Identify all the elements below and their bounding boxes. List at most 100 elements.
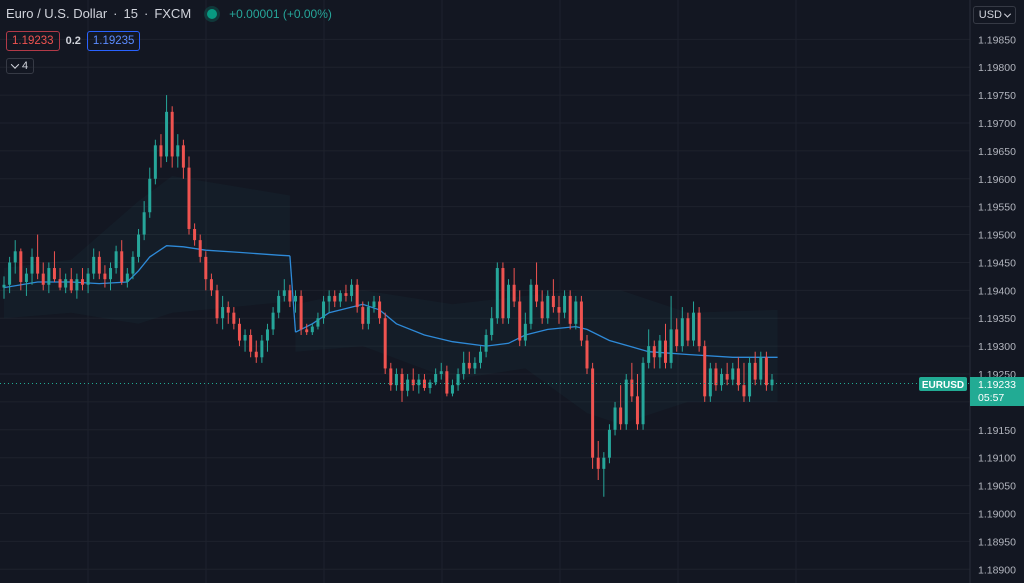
candle [512, 268, 516, 308]
candle [557, 295, 561, 324]
candle [764, 351, 768, 391]
candle [187, 156, 191, 235]
candle-body [137, 234, 141, 257]
candle-body [630, 379, 634, 397]
candle [36, 234, 40, 280]
candle [226, 301, 230, 324]
candle-body [181, 145, 185, 168]
price-tick-label: 1.19450 [978, 257, 1016, 269]
candle-body [193, 228, 197, 241]
candle [333, 290, 337, 308]
candle-body [316, 318, 320, 327]
candle-body [350, 284, 354, 296]
candle-body [114, 251, 118, 269]
candle-body [478, 351, 482, 363]
candle [725, 362, 729, 386]
candle-body [288, 290, 292, 302]
candle [579, 295, 583, 347]
candle [165, 95, 169, 163]
price-tick-label: 1.19350 [978, 313, 1016, 325]
candle-body [97, 256, 101, 274]
buy-price-button[interactable]: 1.19235 [86, 31, 141, 51]
candle [103, 265, 107, 288]
candle-body [450, 385, 454, 394]
interval-label: 15 [123, 6, 138, 21]
chevron-down-icon [10, 60, 20, 69]
candle-body [585, 340, 589, 369]
candle-body [680, 318, 684, 347]
candle-body [159, 145, 163, 157]
candle-body [64, 279, 68, 288]
candle-body [686, 318, 690, 341]
separator-dot: · [143, 6, 149, 21]
candle [495, 262, 499, 324]
candle-body [748, 362, 752, 397]
candle [75, 273, 79, 299]
candle-body [372, 301, 376, 308]
candle [686, 312, 690, 347]
indicators-toggle-button[interactable]: 4 [6, 58, 35, 74]
candle [92, 248, 96, 280]
candle [563, 290, 567, 319]
candle [215, 284, 219, 324]
candle-body [153, 145, 157, 179]
last-price-label: EURUSD 1.19233 05:57 [919, 377, 1024, 406]
market-status-icon[interactable] [207, 8, 218, 19]
candle [400, 368, 404, 402]
candle [613, 401, 617, 436]
price-change: +0.00001 (+0.00%) [229, 6, 332, 21]
candle [170, 106, 174, 168]
candle [271, 307, 275, 335]
candle-body [277, 295, 281, 313]
candle [86, 268, 90, 294]
sell-price-button[interactable]: 1.19233 [6, 31, 60, 51]
candle-body [125, 273, 129, 282]
symbol-name[interactable]: Euro / U.S. Dollar [6, 6, 108, 21]
currency-selector[interactable]: USD [972, 6, 1016, 24]
candle [30, 248, 34, 285]
candle-body [344, 293, 348, 296]
candle-body [69, 279, 73, 291]
candle [249, 329, 253, 358]
candle-body [310, 326, 314, 333]
candle-body [568, 295, 572, 324]
candle-body [529, 284, 533, 324]
candle [294, 290, 298, 313]
candle [394, 368, 398, 391]
candle-body [92, 256, 96, 274]
price-tick-label: 1.19150 [978, 425, 1016, 437]
separator-dot: · [113, 6, 118, 21]
candle [490, 307, 494, 341]
candle [411, 368, 415, 391]
candle-body [389, 368, 393, 386]
candle [422, 374, 426, 391]
price-scale[interactable]: 1.19850 1.19800 1.19750 1.19700 1.19650 1.196… [978, 34, 1016, 576]
candle [322, 295, 326, 324]
candle [467, 351, 471, 375]
candle [389, 362, 393, 391]
candle [176, 134, 180, 168]
candle-body [473, 362, 477, 369]
price-tick-label: 1.19550 [978, 202, 1016, 214]
candle [148, 167, 152, 218]
candle [708, 362, 712, 402]
candle [277, 290, 281, 319]
candle [753, 351, 757, 386]
candle-body [563, 295, 567, 313]
candle [198, 234, 202, 263]
candle [131, 251, 135, 280]
candle-body [697, 312, 701, 347]
candle-body [299, 295, 303, 330]
candle-body [635, 396, 639, 425]
band-area [295, 290, 778, 425]
candle [137, 228, 141, 263]
candle [406, 374, 410, 397]
candle-body [215, 290, 219, 319]
candle-body [41, 273, 45, 285]
candle-body [400, 374, 404, 391]
candle [265, 323, 269, 352]
candle-body [8, 262, 12, 285]
candle [546, 290, 550, 324]
candle [114, 245, 118, 274]
